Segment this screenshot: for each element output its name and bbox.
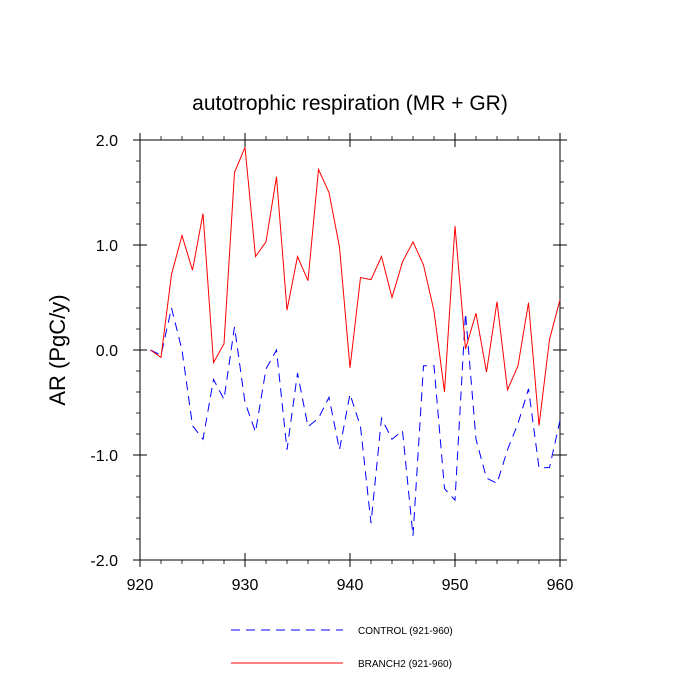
chart-title: autotrophic respiration (MR + GR) xyxy=(192,92,508,115)
plot-frame xyxy=(139,139,561,561)
x-tick-label: 930 xyxy=(232,577,259,594)
series-layer xyxy=(150,147,561,536)
y-tick-label: 1.0 xyxy=(96,238,118,255)
legend-label: BRANCH2 (921-960) xyxy=(358,659,452,670)
y-tick-label: 0.0 xyxy=(96,343,118,360)
legend: CONTROL (921-960) BRANCH2 (921-960) xyxy=(231,626,453,670)
x-tick-label: 940 xyxy=(337,577,364,594)
x-tick-label: 950 xyxy=(442,577,469,594)
axis-ticks: 920 930 940 950 960 -2.0 -1.0 0.0 1.0 2.0 xyxy=(90,133,573,594)
y-tick-label: -1.0 xyxy=(90,448,118,465)
y-tick-label: 2.0 xyxy=(96,133,118,150)
x-tick-label: 920 xyxy=(127,577,154,594)
legend-label: CONTROL (921-960) xyxy=(358,626,453,637)
series-line-branch2 xyxy=(150,147,561,426)
y-axis-label: AR (PgC/y) xyxy=(45,294,70,405)
x-tick-label: 960 xyxy=(547,577,574,594)
y-tick-label: -2.0 xyxy=(90,553,118,570)
series-line-control xyxy=(150,307,561,536)
